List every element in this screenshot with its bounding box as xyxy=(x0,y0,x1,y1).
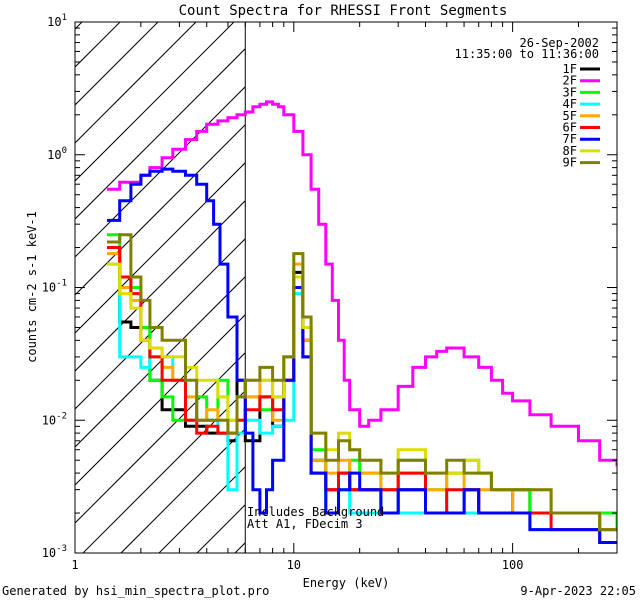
hatch-line xyxy=(75,22,121,68)
hatch-line xyxy=(425,0,640,553)
series-3F xyxy=(107,233,617,530)
hatch-line xyxy=(577,0,640,553)
legend-label: 4F xyxy=(563,97,577,111)
hatch-line xyxy=(0,0,113,553)
y-tick-label: 10-3 xyxy=(42,544,67,560)
axis-ticks xyxy=(74,22,618,554)
hatched-region xyxy=(0,0,640,553)
x-tick-labels: 1 10 100 xyxy=(71,558,523,572)
series-5F xyxy=(107,252,617,532)
hatch-line xyxy=(75,124,246,296)
legend-label: 6F xyxy=(563,121,577,135)
series-7F xyxy=(107,167,617,544)
hatch-line xyxy=(82,390,246,553)
y-tick-label: 10-2 xyxy=(42,411,67,427)
hatch-line xyxy=(615,0,640,553)
series-1F xyxy=(107,246,617,532)
y-tick-label: 10-1 xyxy=(42,279,67,295)
hatch-line xyxy=(273,0,640,553)
y-tick-label: 100 xyxy=(47,146,67,162)
hatch-line xyxy=(75,86,246,258)
hatch-line xyxy=(75,48,246,220)
hatch-line xyxy=(75,22,235,182)
series-2F xyxy=(107,100,617,467)
y-tick-label: 101 xyxy=(47,13,67,29)
time-range-label: 11:35:00 to 11:36:00 xyxy=(455,47,600,61)
hatch-line xyxy=(75,22,197,144)
hatch-line xyxy=(75,238,246,410)
chart-title: Count Spectra for RHESSI Front Segments xyxy=(179,3,508,19)
hatch-line xyxy=(539,0,640,553)
annotation-background: Includes Background xyxy=(247,505,384,519)
legend-label: 9F xyxy=(563,156,577,170)
y-axis-label: counts cm-2 s-1 keV-1 xyxy=(25,211,39,363)
series-9F xyxy=(107,233,617,532)
x-tick-label: 100 xyxy=(502,558,524,572)
hatch-line xyxy=(75,22,159,106)
series-6F xyxy=(107,246,617,544)
legend-label: 5F xyxy=(563,109,577,123)
y-tick-labels: 101 100 10-1 10-2 10-3 xyxy=(42,13,67,560)
timestamp-label: 9-Apr-2023 22:05 xyxy=(520,584,636,598)
x-tick-label: 1 xyxy=(71,558,78,572)
hatch-line xyxy=(75,200,246,372)
generated-by-label: Generated by hsi_min_spectra_plot.pro xyxy=(2,584,269,598)
hatch-line xyxy=(120,428,246,553)
hatch-line xyxy=(463,0,640,553)
legend-label: 2F xyxy=(563,74,577,88)
hatch-line xyxy=(75,276,246,448)
annotation-attenuator: Att A1, FDecim 3 xyxy=(247,517,363,531)
series-layer xyxy=(107,100,617,544)
legend-label: 8F xyxy=(563,144,577,158)
x-axis-label: Energy (keV) xyxy=(303,576,390,590)
hatch-line xyxy=(75,352,246,524)
hatch-line xyxy=(75,314,246,486)
date-label: 26-Sep-2002 xyxy=(520,36,599,50)
legend-label: 1F xyxy=(563,62,577,76)
x-tick-label: 10 xyxy=(287,558,301,572)
hatch-line xyxy=(75,162,246,334)
legend-label: 7F xyxy=(563,132,577,146)
hatch-lines xyxy=(0,0,640,553)
legend-label: 3F xyxy=(563,85,577,99)
hatch-line xyxy=(349,0,640,553)
series-4F xyxy=(107,262,617,544)
